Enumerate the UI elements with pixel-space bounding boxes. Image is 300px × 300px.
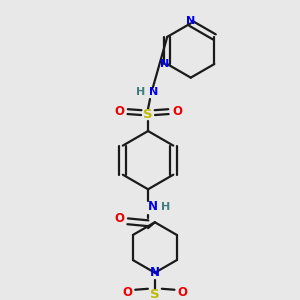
Text: S: S — [150, 288, 160, 300]
Text: N: N — [149, 87, 158, 97]
Text: N: N — [186, 16, 195, 26]
Text: H: H — [161, 202, 170, 212]
Text: O: O — [123, 286, 133, 299]
Text: N: N — [160, 59, 169, 69]
Text: N: N — [150, 266, 160, 279]
Text: O: O — [114, 212, 124, 225]
Text: H: H — [136, 87, 145, 97]
Text: O: O — [177, 286, 187, 299]
Text: O: O — [114, 105, 124, 118]
Text: S: S — [143, 108, 153, 121]
Text: O: O — [172, 105, 182, 118]
Text: N: N — [148, 200, 158, 213]
